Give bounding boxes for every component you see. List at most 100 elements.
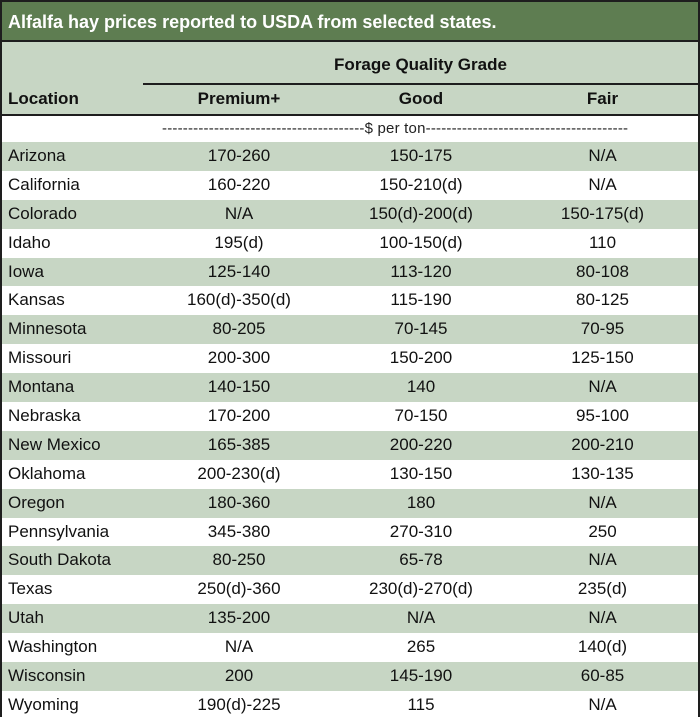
premium-cell: 250(d)-360 [197, 579, 281, 599]
location-cell: Wisconsin [8, 666, 86, 686]
premium-cell: 125-140 [207, 261, 271, 281]
table-row: Colorado N/A 150(d)-200(d) 150-175(d) [2, 199, 698, 229]
premium-cell: 135-200 [207, 608, 271, 628]
good-cell: 113-120 [390, 261, 452, 281]
table-header: Forage Quality Grade Location Premium+ G… [2, 42, 698, 116]
table-row: Iowa 125-140 113-120 80-108 [2, 257, 698, 287]
table-row: South Dakota 80-250 65-78 N/A [2, 546, 698, 576]
location-cell: Oklahoma [8, 463, 86, 483]
units-row: ---------------------------------------$… [2, 116, 698, 142]
fair-cell: 110 [588, 232, 617, 252]
premium-cell: N/A [224, 203, 254, 223]
location-cell: Idaho [8, 232, 51, 252]
good-cell: 70-150 [394, 406, 448, 426]
table-row: Missouri 200-300 150-200 125-150 [2, 344, 698, 374]
table-row: Utah 135-200 N/A N/A [2, 604, 698, 634]
premium-cell: 160(d)-350(d) [187, 290, 291, 310]
fair-cell: N/A [588, 377, 617, 397]
fair-cell: N/A [588, 550, 617, 570]
premium-cell: 180-360 [207, 492, 271, 512]
fair-cell: N/A [588, 174, 617, 194]
table-row: Texas 250(d)-360 230(d)-270(d) 235(d) [2, 575, 698, 605]
table-row: California 160-220 150-210(d) N/A [2, 170, 698, 200]
fair-cell: 125-150 [571, 348, 634, 368]
location-cell: Oregon [8, 492, 65, 512]
fair-cell: N/A [588, 146, 617, 165]
location-cell: Iowa [8, 261, 44, 281]
location-cell: Pennsylvania [8, 521, 110, 541]
location-cell: Montana [8, 377, 75, 397]
location-cell: South Dakota [8, 550, 112, 570]
fair-cell: 200-210 [571, 434, 634, 454]
location-cell: Colorado [8, 203, 77, 223]
fair-cell: 130-135 [571, 463, 634, 483]
fair-cell: N/A [588, 608, 617, 628]
table-title: Alfalfa hay prices reported to USDA from… [2, 2, 698, 42]
table-row: Montana 140-150 140 N/A [2, 373, 698, 403]
premium-cell: 190(d)-225 [197, 694, 281, 714]
location-cell: Arizona [8, 146, 66, 165]
fair-cell: N/A [588, 492, 617, 512]
fair-cell: N/A [588, 694, 617, 714]
location-cell: Texas [8, 579, 53, 599]
fair-column-header: Fair [586, 89, 619, 108]
good-cell: 140 [406, 377, 436, 397]
fair-cell: 140(d) [577, 637, 628, 657]
location-cell: Nebraska [8, 406, 81, 426]
location-column-header: Location [8, 89, 79, 108]
premium-cell: 165-385 [207, 434, 271, 454]
premium-cell: 200-300 [207, 348, 271, 368]
good-cell: 115 [407, 694, 435, 714]
premium-cell: 140-150 [207, 377, 271, 397]
premium-cell: 195(d) [214, 232, 264, 252]
good-column-header: Good [398, 89, 444, 108]
fair-cell: 60-85 [580, 666, 625, 686]
good-cell: 100-150(d) [379, 232, 463, 252]
table-body: Arizona 170-260 150-175 N/A California 160-22… [2, 142, 698, 720]
good-cell: 180 [406, 492, 436, 512]
premium-column-header: Premium+ [197, 89, 281, 108]
table-row: Oklahoma 200-230(d) 130-150 130-135 [2, 459, 698, 489]
premium-cell: 80-205 [212, 319, 266, 339]
table-row: New Mexico 165-385 200-220 200-210 [2, 430, 698, 460]
fair-cell: 250 [588, 521, 617, 541]
good-cell: 150-200 [389, 348, 453, 368]
fair-cell: 80-108 [576, 261, 629, 281]
location-cell: Missouri [8, 348, 72, 368]
table-row: Idaho 195(d) 100-150(d) 110 [2, 228, 698, 258]
table-row: Wisconsin 200 145-190 60-85 [2, 662, 698, 691]
good-cell: 265 [406, 637, 436, 657]
premium-cell: 200-230(d) [197, 463, 281, 483]
location-cell: California [8, 174, 80, 194]
premium-cell: 200 [224, 666, 254, 686]
location-cell: Wyoming [8, 694, 79, 714]
premium-cell: 160-220 [207, 174, 271, 194]
table-row: Washington N/A 265 140(d) [2, 633, 698, 663]
premium-cell: 170-260 [207, 146, 271, 165]
good-cell: 145-190 [389, 666, 453, 686]
fair-cell: 70-95 [580, 319, 625, 339]
good-cell: 200-220 [389, 434, 453, 454]
fair-cell: 95-100 [576, 406, 629, 426]
premium-cell: N/A [224, 637, 254, 657]
table-row: Nebraska 170-200 70-150 95-100 [2, 402, 698, 431]
location-cell: Washington [8, 637, 98, 657]
good-cell: 270-310 [389, 521, 453, 541]
premium-cell: 80-250 [212, 550, 266, 570]
good-cell: 150(d)-200(d) [369, 203, 473, 223]
location-cell: New Mexico [8, 434, 101, 454]
table-row: Wyoming 190(d)-225 115 N/A [2, 690, 698, 720]
good-cell: 230(d)-270(d) [369, 579, 473, 599]
good-cell: 150-175 [389, 146, 453, 165]
location-cell: Kansas [8, 290, 65, 310]
fair-cell: 150-175(d) [560, 203, 645, 223]
good-cell: N/A [406, 608, 436, 628]
location-cell: Utah [8, 608, 44, 628]
table-row: Oregon 180-360 180 N/A [2, 488, 698, 518]
forage-quality-grade-header: Forage Quality Grade [334, 55, 507, 74]
premium-cell: 170-200 [207, 406, 271, 426]
table-row: Minnesota 80-205 70-145 70-95 [2, 315, 698, 345]
location-cell: Minnesota [8, 319, 87, 339]
good-cell: 115-190 [390, 290, 452, 310]
